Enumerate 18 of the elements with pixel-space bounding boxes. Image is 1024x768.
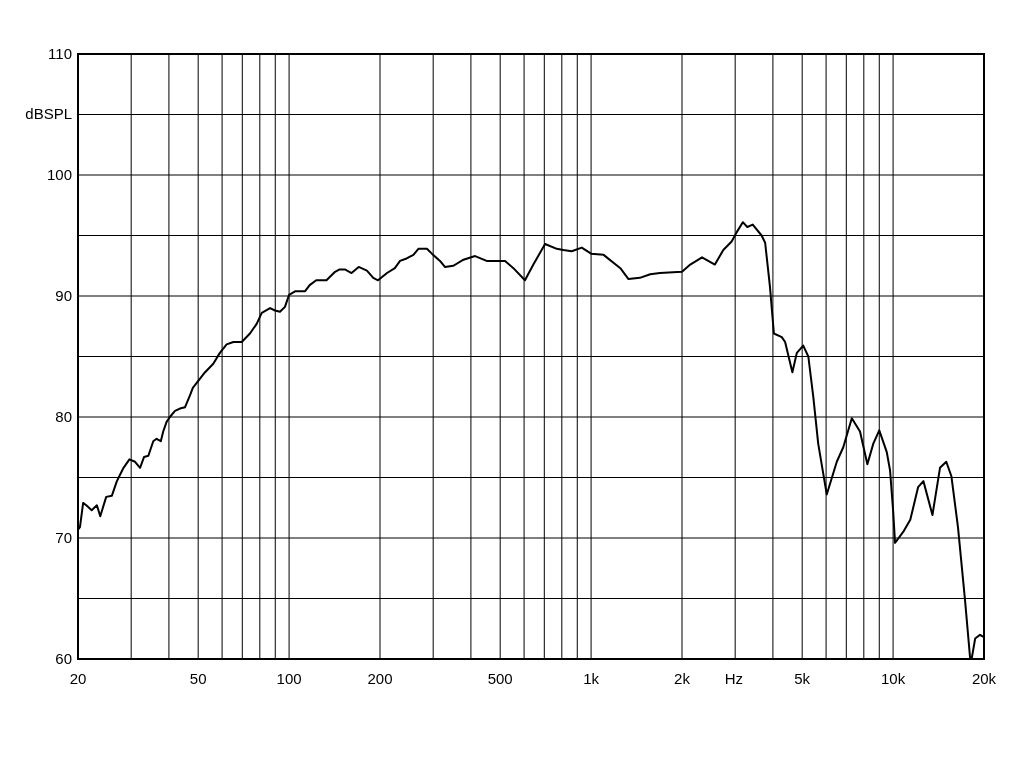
x-tick-label: 20 [69, 670, 87, 687]
y-tick-label: 110 [48, 45, 72, 62]
y-tick-label: 80 [55, 408, 72, 425]
x-tick-label: 500 [487, 670, 513, 687]
x-axis-title: Hz [724, 670, 744, 687]
x-tick-label: 10k [881, 670, 906, 687]
y-tick-label: 60 [55, 650, 72, 667]
x-tick-label: 5k [794, 670, 811, 687]
x-tick-label: 50 [189, 670, 207, 687]
y-tick-label: 70 [55, 529, 72, 546]
x-tick-label: 100 [276, 670, 302, 687]
x-tick-label: 20k [971, 670, 997, 687]
y-tick-label: 100 [46, 166, 72, 183]
y-tick-label: 90 [55, 287, 72, 304]
x-tick-label: 200 [367, 670, 393, 687]
y-axis-title: dBSPL [25, 105, 72, 123]
x-tick-label: 2k [674, 670, 691, 687]
x-tick-label: 1k [583, 670, 600, 687]
